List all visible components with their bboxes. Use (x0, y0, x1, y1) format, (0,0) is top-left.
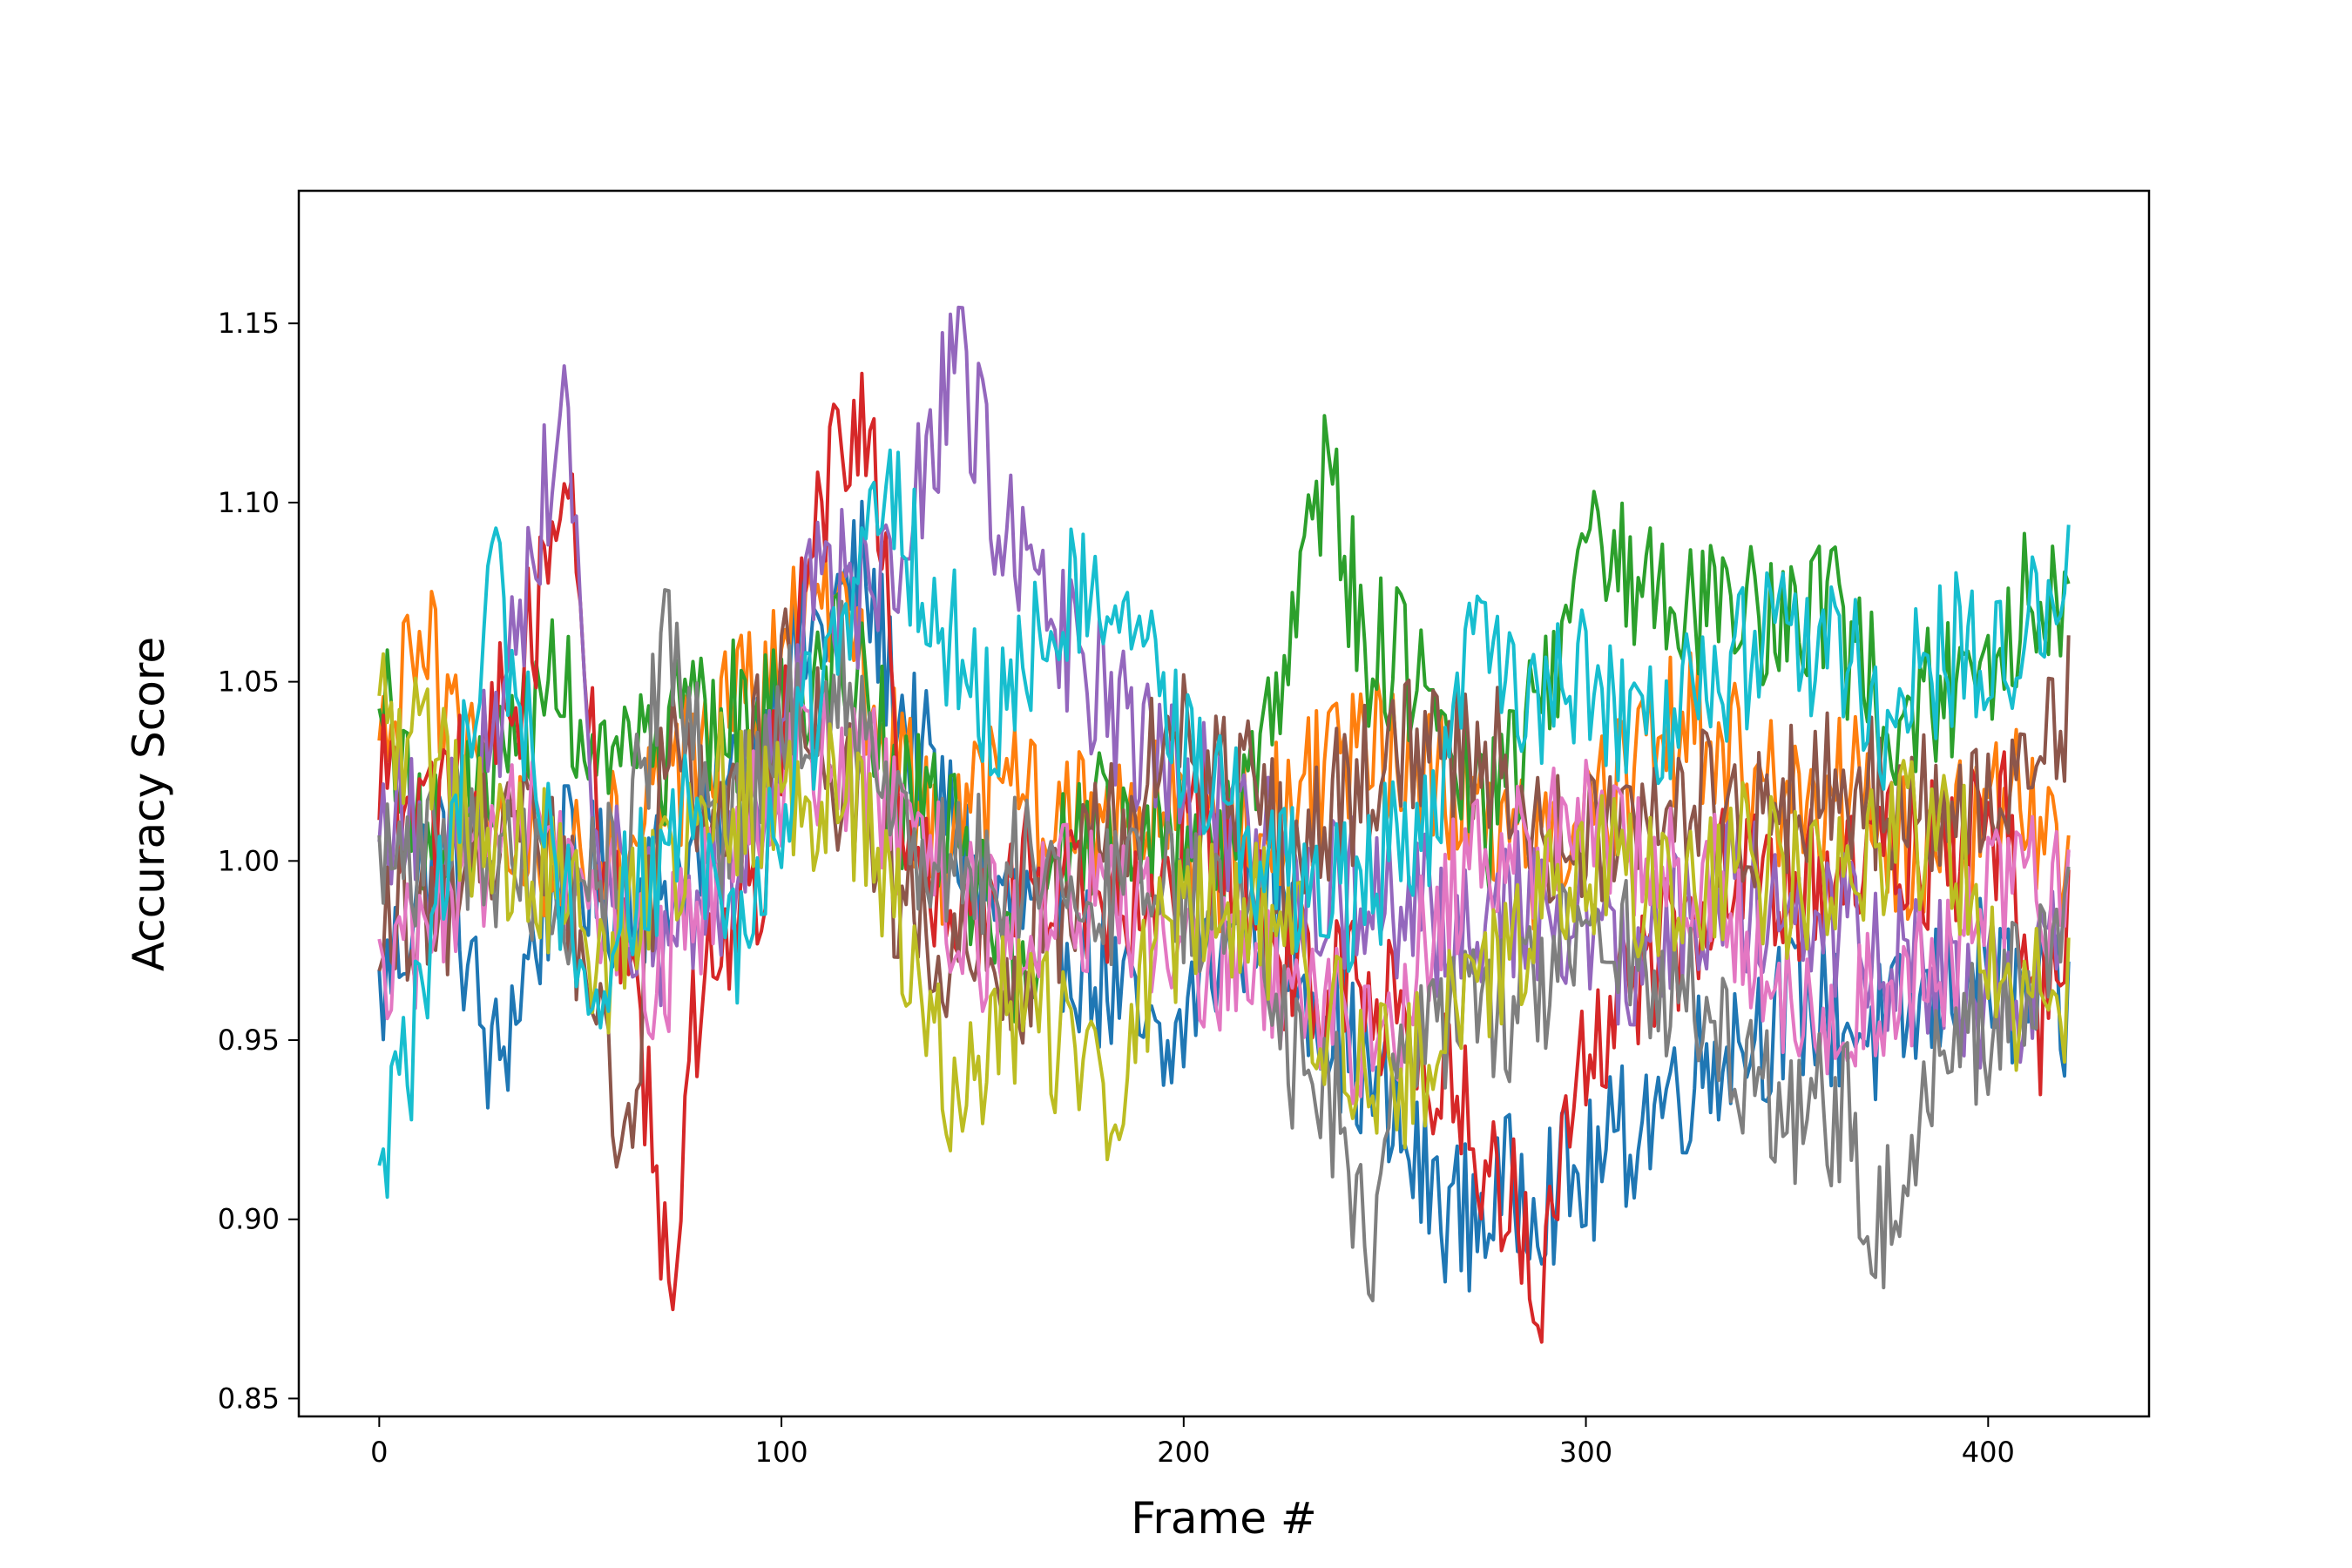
y-tick-label: 1.05 (218, 666, 280, 699)
x-axis-title: Frame # (1131, 1493, 1317, 1544)
series-lines (377, 305, 2071, 1344)
y-tick-label: 0.90 (218, 1203, 280, 1236)
y-tick-label: 1.10 (218, 486, 280, 519)
x-tick-label: 300 (1559, 1436, 1612, 1469)
x-axis-ticks: 0 100 200 300 400 (370, 1416, 2015, 1469)
y-tick-label: 0.85 (218, 1382, 280, 1415)
x-tick-label: 200 (1157, 1436, 1210, 1469)
series-line-6 (377, 607, 2071, 1169)
y-axis-title: Accuracy Score (124, 637, 174, 971)
x-tick-label: 400 (1962, 1436, 2015, 1469)
y-tick-label: 1.15 (218, 307, 280, 340)
y-tick-label: 0.95 (218, 1024, 280, 1057)
y-axis-ticks: 0.85 0.90 0.95 1.00 1.05 1.10 1.15 (218, 307, 299, 1415)
series-line-8 (377, 588, 2071, 1302)
x-tick-label: 100 (755, 1436, 808, 1469)
series-line-5 (377, 305, 2071, 1070)
series-line-10 (377, 448, 2071, 1200)
series-line-9 (377, 652, 2071, 1162)
y-tick-label: 1.00 (218, 844, 280, 877)
x-tick-label: 0 (370, 1436, 388, 1469)
plot-frame (297, 189, 2151, 1418)
